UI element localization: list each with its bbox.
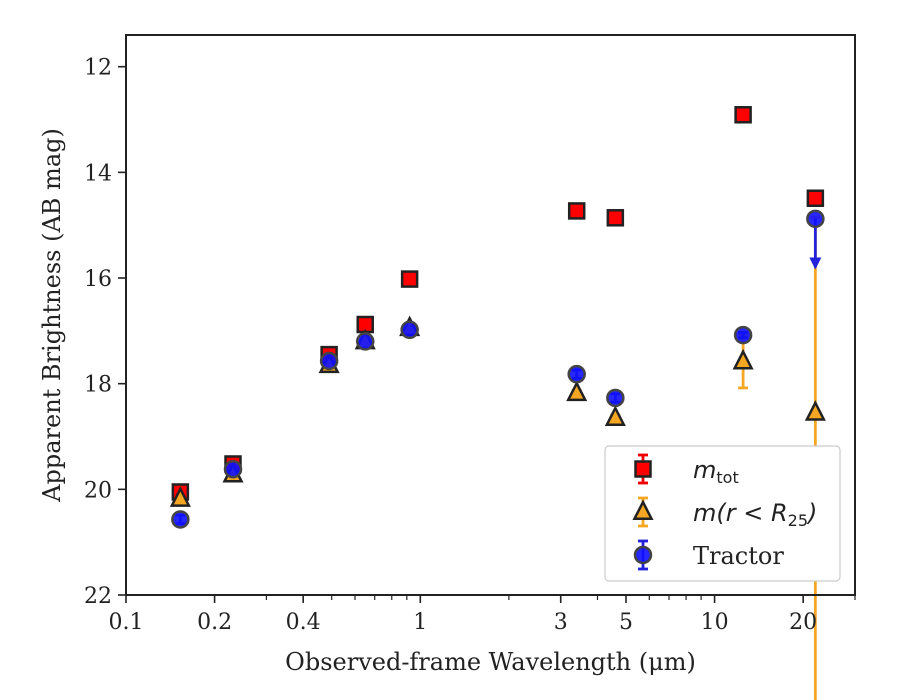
- x-tick-label: 5: [619, 610, 633, 635]
- legend-label: mtot: [693, 456, 739, 487]
- legend-entry: Tractor: [633, 539, 784, 571]
- data-point: [169, 486, 191, 507]
- y-axis: 12 14 16 18 20 22: [84, 56, 126, 609]
- data-point: [355, 332, 375, 351]
- data-point: [566, 380, 588, 402]
- data-point: [606, 209, 625, 227]
- plot-frame: [125, 34, 856, 596]
- legend-box: [604, 445, 841, 582]
- x-tick-label: 0.4: [286, 610, 321, 635]
- x-axis: 0.1 0.2 0.4 1 3 5 10 20: [109, 595, 856, 635]
- y-tick-label: 16: [84, 267, 112, 292]
- data-point: [567, 364, 586, 384]
- data-point: [804, 400, 826, 421]
- x-tick-label: 0.1: [109, 610, 144, 635]
- x-tick-label: 10: [701, 610, 729, 635]
- y-axis-label: Apparent Brightness (AB mag): [38, 128, 66, 503]
- y-tick-label: 22: [84, 584, 112, 609]
- x-tick-label: 0.2: [197, 610, 232, 635]
- y-tick-label: 20: [84, 478, 112, 503]
- x-tick-label: 1: [413, 610, 427, 635]
- data-point: [319, 351, 339, 371]
- y-tick-label: 12: [84, 56, 112, 81]
- data-point: [567, 202, 586, 220]
- y-tick-label: 18: [84, 373, 112, 398]
- markers-square: [171, 106, 825, 501]
- data-point: [171, 510, 190, 529]
- x-tick-label: 3: [554, 610, 568, 635]
- legend-marker: [634, 460, 652, 478]
- data-point: [806, 209, 825, 229]
- legend-label: m(r < R25): [693, 499, 817, 530]
- legend-marker: [632, 499, 654, 520]
- data-point: [732, 348, 754, 370]
- y-tick-label: 14: [84, 161, 112, 186]
- plot-area: [169, 106, 826, 700]
- data-point: [733, 325, 753, 345]
- markers-circle: [171, 209, 825, 529]
- legend: mtot m(r < R25) Tractor: [604, 445, 841, 582]
- series-square: [175, 110, 821, 499]
- data-point: [606, 388, 625, 408]
- data-point: [223, 460, 243, 479]
- x-axis-label: Observed-frame Wavelength (μm): [285, 648, 696, 676]
- data-point: [400, 320, 419, 340]
- data-point: [806, 189, 825, 207]
- data-point: [604, 405, 626, 426]
- x-tick-label: 20: [789, 610, 817, 635]
- legend-marker: [633, 545, 653, 565]
- data-point: [400, 270, 419, 288]
- legend-label: Tractor: [693, 542, 784, 570]
- data-point: [734, 106, 752, 124]
- legend-entry: m(r < R25): [632, 496, 817, 530]
- legend-entry: mtot: [634, 453, 739, 487]
